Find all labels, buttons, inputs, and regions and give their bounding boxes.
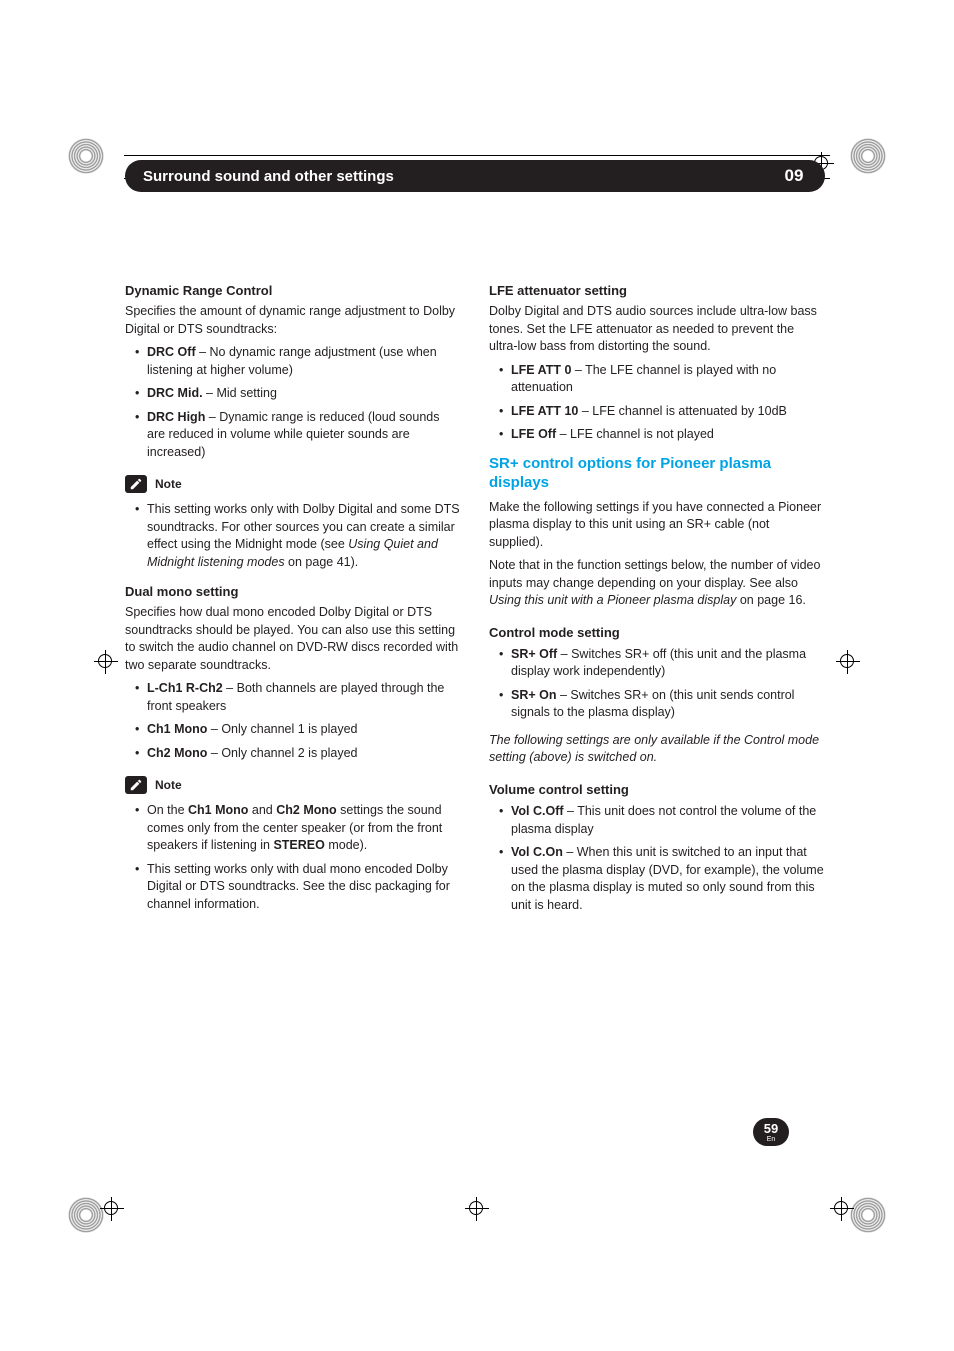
page-number: 59 (764, 1122, 778, 1135)
note-label: Note (155, 476, 182, 493)
page-lang: En (767, 1136, 776, 1143)
ctrl-note: The following settings are only availabl… (489, 732, 825, 767)
list-item: LFE Off – LFE channel is not played (489, 426, 825, 444)
pencil-icon (125, 776, 147, 794)
lfe-intro: Dolby Digital and DTS audio sources incl… (489, 303, 825, 356)
frame-top (124, 155, 830, 156)
lfe-heading: LFE attenuator setting (489, 282, 825, 300)
crosshair-right (836, 650, 860, 674)
drc-intro: Specifies the amount of dynamic range ad… (125, 303, 461, 338)
dual-heading: Dual mono setting (125, 583, 461, 601)
crosshair-left (94, 650, 118, 674)
crosshair-bottom-right (830, 1197, 854, 1221)
left-column: Dynamic Range Control Specifies the amou… (125, 282, 461, 924)
list-item: DRC Mid. – Mid setting (125, 385, 461, 403)
note-block: Note (125, 776, 461, 794)
dual-list: L-Ch1 R-Ch2 – Both channels are played t… (125, 680, 461, 762)
note-block: Note (125, 475, 461, 493)
crosshair-bottom-left (100, 1197, 124, 1221)
reg-bottom-left (68, 1197, 104, 1233)
header-pill: Surround sound and other settings 09 (125, 160, 825, 192)
drc-heading: Dynamic Range Control (125, 282, 461, 300)
list-item: This setting works only with Dolby Digit… (125, 501, 461, 571)
list-item: SR+ Off – Switches SR+ off (this unit an… (489, 646, 825, 681)
pencil-icon (125, 475, 147, 493)
page-content: Surround sound and other settings 09 Dyn… (125, 160, 825, 924)
list-item: Ch1 Mono – Only channel 1 is played (125, 721, 461, 739)
right-column: LFE attenuator setting Dolby Digital and… (489, 282, 825, 924)
list-item: This setting works only with dual mono e… (125, 861, 461, 914)
list-item: SR+ On – Switches SR+ on (this unit send… (489, 687, 825, 722)
list-item: LFE ATT 0 – The LFE channel is played wi… (489, 362, 825, 397)
content-columns: Dynamic Range Control Specifies the amou… (125, 282, 825, 924)
chapter-header: Surround sound and other settings 09 (125, 160, 825, 192)
note-list: This setting works only with Dolby Digit… (125, 501, 461, 571)
list-item: DRC Off – No dynamic range adjustment (u… (125, 344, 461, 379)
page-number-badge: 59 En (753, 1118, 789, 1146)
list-item: Vol C.On – When this unit is switched to… (489, 844, 825, 914)
list-item: Ch2 Mono – Only channel 2 is played (125, 745, 461, 763)
note-list: On the Ch1 Mono and Ch2 Mono settings th… (125, 802, 461, 913)
list-item: L-Ch1 R-Ch2 – Both channels are played t… (125, 680, 461, 715)
reg-top-right (850, 138, 886, 174)
lfe-list: LFE ATT 0 – The LFE channel is played wi… (489, 362, 825, 444)
drc-list: DRC Off – No dynamic range adjustment (u… (125, 344, 461, 461)
chapter-number: 09 (767, 160, 821, 192)
list-item: On the Ch1 Mono and Ch2 Mono settings th… (125, 802, 461, 855)
list-item: LFE ATT 10 – LFE channel is attenuated b… (489, 403, 825, 421)
sr-p2: Note that in the function settings below… (489, 557, 825, 610)
ctrl-heading: Control mode setting (489, 624, 825, 642)
sr-p1: Make the following settings if you have … (489, 499, 825, 552)
note-label: Note (155, 777, 182, 794)
chapter-title: Surround sound and other settings (143, 168, 723, 185)
sr-heading: SR+ control options for Pioneer plasma d… (489, 454, 825, 493)
list-item: DRC High – Dynamic range is reduced (lou… (125, 409, 461, 462)
reg-top-left (68, 138, 104, 174)
ctrl-list: SR+ Off – Switches SR+ off (this unit an… (489, 646, 825, 722)
vol-list: Vol C.Off – This unit does not control t… (489, 803, 825, 914)
list-item: Vol C.Off – This unit does not control t… (489, 803, 825, 838)
vol-heading: Volume control setting (489, 781, 825, 799)
dual-intro: Specifies how dual mono encoded Dolby Di… (125, 604, 461, 674)
reg-bottom-right (850, 1197, 886, 1233)
crosshair-bottom (465, 1197, 489, 1221)
